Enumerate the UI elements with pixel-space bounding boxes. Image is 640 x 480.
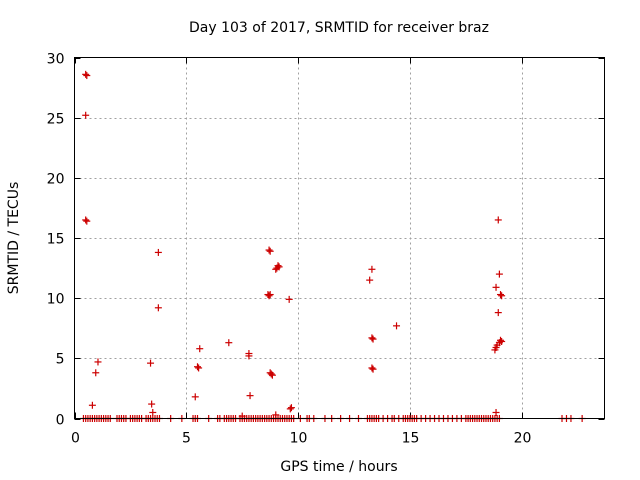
data-point <box>82 216 90 224</box>
data-point <box>246 392 254 400</box>
data-point <box>272 411 280 419</box>
data-point <box>268 371 276 379</box>
data-point <box>195 364 203 372</box>
data-point <box>193 363 201 371</box>
data-point <box>368 334 376 342</box>
data-point <box>366 276 374 284</box>
data-point <box>285 295 293 303</box>
x-tick-labels: 0 5 10 15 20 <box>71 431 531 447</box>
plot-frame <box>74 57 605 419</box>
data-point <box>393 322 401 330</box>
data-point <box>82 70 90 78</box>
y-tick-label: 20 <box>47 172 65 188</box>
data-point <box>286 405 294 413</box>
grid-lines <box>74 57 605 419</box>
data-point <box>498 337 506 345</box>
y-tick-labels: 0 5 10 15 20 25 30 <box>47 52 65 429</box>
data-point <box>148 400 156 408</box>
data-point <box>83 72 91 80</box>
y-tick-label: 5 <box>56 352 65 368</box>
x-tick-label: 10 <box>290 431 308 447</box>
data-point <box>147 359 155 367</box>
data-point <box>245 352 253 360</box>
data-point <box>83 217 91 225</box>
data-point <box>266 247 274 255</box>
data-point <box>368 364 376 372</box>
data-point <box>497 336 505 344</box>
data-point <box>154 304 162 312</box>
data-point <box>88 401 96 409</box>
data-point <box>498 292 506 300</box>
x-tick-label: 15 <box>402 431 420 447</box>
data-point <box>272 265 280 273</box>
data-point <box>191 393 199 401</box>
data-point <box>495 270 503 278</box>
y-tick-label: 15 <box>47 232 65 248</box>
data-point <box>492 283 500 291</box>
data-points <box>79 70 586 422</box>
data-point <box>225 339 233 347</box>
x-tick-label: 20 <box>514 431 532 447</box>
y-tick-label: 0 <box>56 413 65 429</box>
data-point <box>369 335 377 343</box>
data-point <box>92 369 100 377</box>
data-point <box>154 248 162 256</box>
chart-title: Day 103 of 2017, SRMTID for receiver bra… <box>189 20 489 36</box>
data-point <box>497 291 505 299</box>
y-tick-label: 30 <box>47 52 65 68</box>
data-point <box>265 292 273 300</box>
data-point <box>274 262 282 270</box>
data-point <box>196 345 204 353</box>
x-tick-label: 5 <box>182 431 191 447</box>
data-point <box>287 404 295 412</box>
x-tick-label: 0 <box>71 431 80 447</box>
data-point <box>494 216 502 224</box>
y-tick-label: 25 <box>47 112 65 128</box>
y-tick-label: 10 <box>47 292 65 308</box>
x-axis-label: GPS time / hours <box>280 459 397 475</box>
y-axis-label: SRMTID / TECUs <box>6 182 22 295</box>
data-point <box>265 246 273 254</box>
data-point <box>494 309 502 317</box>
data-point <box>492 408 500 416</box>
data-point <box>266 291 274 299</box>
data-point <box>94 358 102 366</box>
data-point <box>82 111 90 119</box>
data-point <box>149 408 157 416</box>
data-point <box>267 370 275 378</box>
data-point <box>369 365 377 373</box>
data-point <box>368 265 376 273</box>
